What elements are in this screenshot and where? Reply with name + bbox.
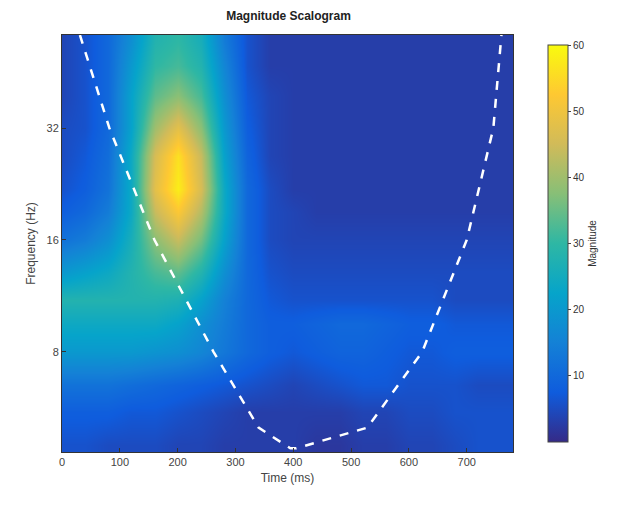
svg-text:100: 100 — [111, 456, 129, 468]
svg-text:8: 8 — [53, 346, 59, 358]
svg-text:500: 500 — [342, 456, 360, 468]
svg-text:16: 16 — [47, 234, 59, 246]
svg-text:Frequency (Hz): Frequency (Hz) — [24, 202, 38, 285]
svg-text:32: 32 — [47, 122, 59, 134]
svg-text:700: 700 — [458, 456, 476, 468]
svg-text:Magnitude Scalogram: Magnitude Scalogram — [226, 9, 351, 23]
svg-text:40: 40 — [573, 172, 585, 183]
svg-text:50: 50 — [573, 106, 585, 117]
svg-text:20: 20 — [573, 304, 585, 315]
svg-text:Magnitude: Magnitude — [587, 220, 598, 267]
svg-text:200: 200 — [168, 456, 186, 468]
svg-text:400: 400 — [284, 456, 302, 468]
svg-text:30: 30 — [573, 238, 585, 249]
svg-text:600: 600 — [400, 456, 418, 468]
svg-text:10: 10 — [573, 370, 585, 381]
svg-text:300: 300 — [226, 456, 244, 468]
svg-text:60: 60 — [573, 40, 585, 51]
svg-text:Time (ms): Time (ms) — [261, 471, 315, 485]
svg-text:0: 0 — [59, 456, 65, 468]
